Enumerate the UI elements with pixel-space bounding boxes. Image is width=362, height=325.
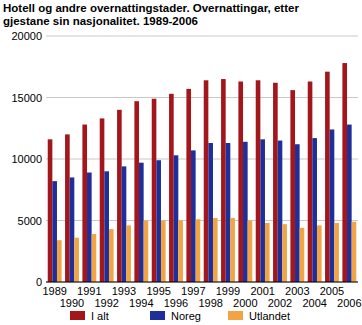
x-tick-label: 2005 [320,285,344,297]
legend-label: I alt [91,310,109,322]
legend-swatch [70,311,85,320]
bar [226,143,231,282]
bar [290,90,295,282]
bar [308,82,313,282]
bar [256,80,261,282]
bar [204,80,209,282]
x-tick-label: 2003 [285,285,309,297]
x-tick-label: 1993 [112,285,136,297]
bar [325,72,330,282]
bar [52,181,57,282]
bar [100,118,105,282]
bar [317,225,322,282]
bar [178,221,183,283]
chart: 0 5000 10000 15000 20000 19891990199119921993… [0,0,362,325]
bar [230,218,235,282]
bar [92,234,97,282]
bar [342,63,347,282]
bar [191,150,196,282]
legend-label: Utlandet [249,310,290,322]
bar [265,223,270,282]
x-axis [46,282,358,283]
x-tick-label: 2000 [233,297,257,309]
bar [221,79,226,282]
x-tick-label: 1989 [42,285,66,297]
bar [330,129,335,282]
x-tick-label: 1999 [216,285,240,297]
bar [260,139,265,282]
x-tick-label: 2001 [250,285,274,297]
bar [169,94,174,282]
bar [295,144,300,282]
bar [213,218,218,282]
x-tick-label: 1998 [198,297,222,309]
bar [82,125,87,282]
legend-label: Noreg [171,310,201,322]
x-tick-label: 1997 [181,285,205,297]
grid-line [46,36,358,37]
x-tick-label: 1995 [146,285,170,297]
x-tick-label: 1992 [94,297,118,309]
grid-line [46,282,358,283]
bar [126,225,131,282]
x-tick-label: 1991 [77,285,101,297]
legend-swatch [150,311,165,320]
bar [352,222,357,282]
bar [243,142,248,282]
bar [144,221,149,283]
bar [273,83,278,282]
bar [300,228,305,282]
bar [117,110,122,282]
bar [282,224,287,282]
bar [347,125,352,282]
x-tick-label: 1996 [164,297,188,309]
bars [48,63,357,282]
bar [312,138,317,282]
bar [57,240,62,282]
bar [156,160,161,282]
x-tick-label: 2002 [268,297,292,309]
bar [70,177,75,282]
y-tick-label: 15000 [11,92,42,104]
x-tick-label: 2004 [302,297,326,309]
bar [74,238,79,282]
x-tick-label: 1994 [129,297,153,309]
bar [278,141,283,282]
title: Hotell og andre overnattingstader. Overn… [3,2,333,28]
bar [334,223,339,282]
bar [109,229,114,282]
bar [186,89,191,282]
bar [196,219,201,282]
bar [134,101,139,282]
y-tick-label: 10000 [11,153,42,165]
bar [87,173,92,282]
bar [104,171,109,282]
bar [238,82,243,282]
bar [208,143,213,282]
bar [65,134,70,282]
bar [161,221,166,283]
bar [248,221,253,283]
bar [174,155,179,282]
y-tick-label: 20000 [11,30,42,42]
bar [48,139,53,282]
bar [152,99,157,282]
y-tick-label: 5000 [18,215,42,227]
bar [139,163,144,282]
bar [122,166,127,282]
y-tick-label: 0 [36,276,42,288]
legend-swatch [228,311,243,320]
x-tick-label: 1990 [60,297,84,309]
x-tick-label: 2006 [337,297,361,309]
